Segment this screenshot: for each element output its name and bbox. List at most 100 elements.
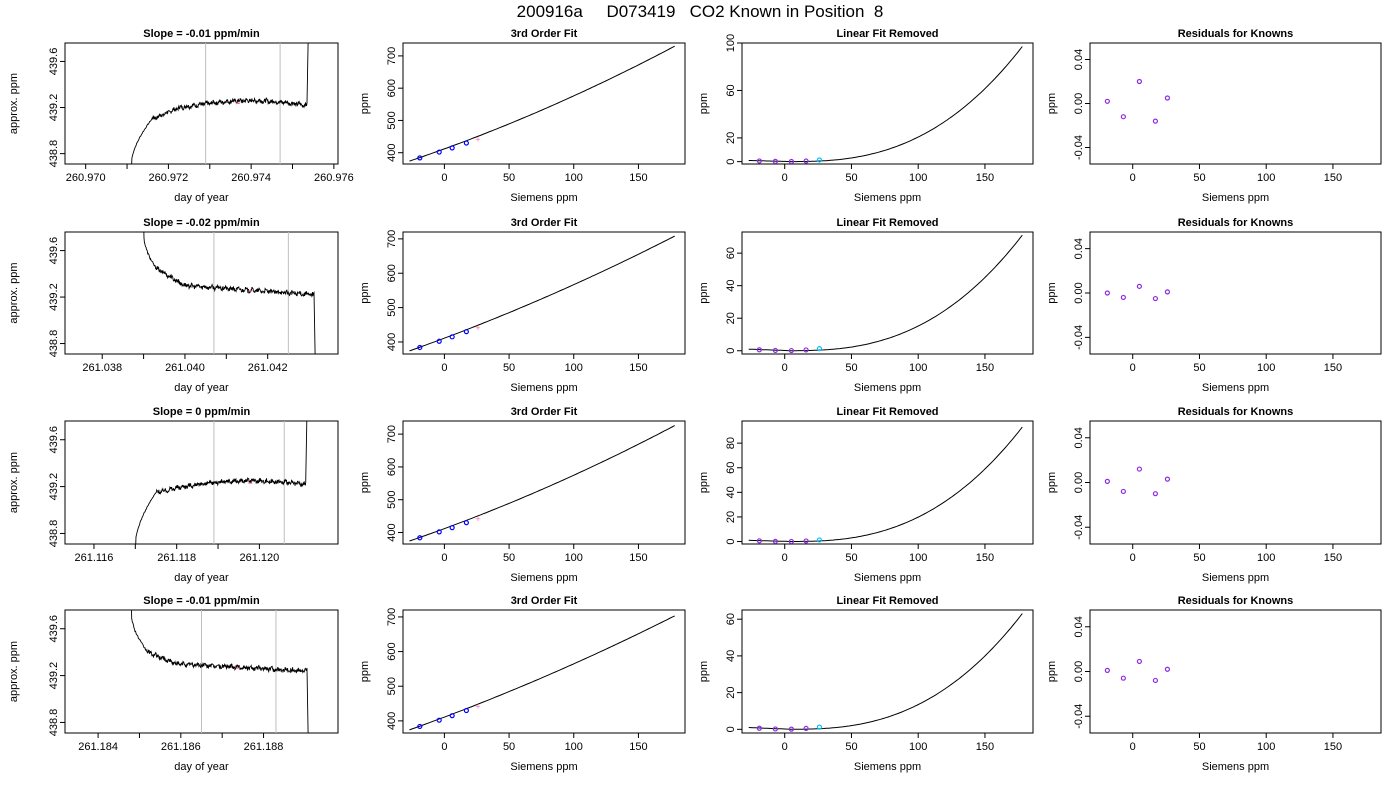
y-tick-label: 600 [386, 642, 398, 660]
x-tick-label: 261.040 [165, 362, 205, 374]
concentration-trace [135, 421, 308, 544]
known-point [417, 723, 423, 730]
plot-area [1104, 78, 1171, 124]
x-axis-label: Siemens ppm [1202, 572, 1269, 584]
fit-curve [409, 615, 675, 731]
x-tick-label: 150 [976, 172, 994, 184]
residual-point [1136, 466, 1142, 472]
panel-4-row-1: Residuals for Knowns 0 50 100 150 -0.04 0.00 0.… [1046, 28, 1382, 204]
known-point [463, 329, 469, 335]
sample-point: + [475, 702, 480, 712]
residual-point [1120, 488, 1126, 495]
y-tick-label: 60 [725, 84, 737, 96]
y-axis-label: ppm [698, 661, 710, 682]
x-tick-label: 0 [441, 362, 447, 374]
residual-point [1104, 478, 1110, 484]
known-point [463, 140, 469, 146]
panel-1-row-4: Slope = -0.01 ppm/min 261.184 261.186 261.1… [8, 595, 339, 773]
y-tick-label: 20 [725, 511, 737, 523]
x-tick-label: 0 [441, 741, 447, 753]
residual-point [1152, 118, 1159, 124]
x-tick-label: 50 [503, 741, 515, 753]
residual-point [1136, 658, 1142, 665]
y-tick-label: 400 [386, 144, 398, 162]
x-tick-label: 100 [565, 741, 583, 753]
panel-title: Linear Fit Removed [836, 406, 938, 418]
plot-area [1104, 466, 1171, 497]
x-tick-label: 261.120 [240, 552, 280, 564]
panel-2-row-4: 3rd Order Fit 0 50 100 150 400 500 600 700 Siemen… [359, 595, 686, 773]
y-axis-label: ppm [359, 661, 371, 682]
sample-point [816, 537, 823, 543]
x-axis-label: Siemens ppm [1202, 761, 1269, 773]
y-tick-label: 60 [725, 462, 737, 474]
residual-point [1136, 78, 1142, 85]
plot-frame [741, 231, 1034, 355]
x-axis-label: Siemens ppm [1202, 382, 1269, 394]
sample-point: + [475, 134, 480, 144]
x-axis-label: Siemens ppm [854, 382, 921, 394]
x-axis-label: Siemens ppm [510, 761, 577, 773]
known-point [772, 347, 778, 354]
x-axis-label: day of year [174, 382, 229, 394]
x-tick-label: 50 [1193, 362, 1205, 374]
x-tick-label: 261.118 [157, 552, 196, 564]
plot-area: + [409, 425, 675, 542]
plot-area [748, 426, 1023, 544]
known-point [788, 158, 794, 164]
residual-point [1136, 283, 1142, 289]
y-tick-label: -0.04 [1073, 325, 1085, 350]
known-point [756, 725, 762, 731]
panel-title: Residuals for Knowns [1178, 217, 1294, 229]
x-tick-label: 0 [782, 362, 788, 374]
known-point [772, 538, 778, 544]
x-tick-label: 0 [782, 552, 788, 564]
y-tick-label: -0.04 [1073, 704, 1085, 729]
residual-point [1164, 476, 1171, 482]
plot-frame [741, 609, 1034, 734]
sample-point [816, 724, 823, 730]
residual-curve [748, 426, 1023, 542]
plot-frame [1089, 42, 1382, 165]
panel-title: 3rd Order Fit [511, 595, 578, 607]
panel-2-row-3: 3rd Order Fit 0 50 100 150 400 500 600 700 Siemen… [359, 406, 686, 584]
x-tick-label: 100 [909, 741, 927, 753]
y-tick-label: 438.8 [48, 520, 60, 548]
x-axis-label: day of year [174, 761, 229, 773]
figure-title: 200916a D073419 CO2 Known in Position 8 [516, 2, 884, 21]
panel-3-row-4: Linear Fit Removed 0 50 100 150 0 20 40 60 Siemen… [698, 595, 1034, 773]
concentration-trace [143, 232, 316, 354]
y-tick-label: 600 [386, 458, 398, 476]
y-tick-label: 439.6 [48, 426, 60, 454]
panel-3-row-2: Linear Fit Removed 0 50 100 150 0 20 40 60 Siemen… [698, 217, 1034, 394]
x-tick-label: 100 [909, 172, 927, 184]
plot-frame [1089, 231, 1382, 355]
sample-point [816, 157, 823, 163]
x-tick-label: 261.184 [78, 741, 118, 753]
x-tick-label: 0 [1130, 552, 1136, 564]
y-tick-label: -0.04 [1073, 135, 1085, 160]
y-tick-label: 439.6 [48, 615, 60, 643]
plot-frame [741, 42, 1034, 165]
y-tick-label: 700 [386, 230, 398, 248]
known-point [436, 529, 442, 535]
x-axis-label: Siemens ppm [854, 572, 921, 584]
x-tick-label: 261.116 [74, 552, 113, 564]
x-tick-label: 260.976 [314, 172, 354, 184]
fit-curve [409, 425, 675, 542]
y-tick-label: 700 [386, 425, 398, 443]
plot-area [1104, 283, 1171, 302]
plot-area [135, 421, 308, 544]
x-tick-label: 261.186 [161, 741, 201, 753]
x-tick-label: 150 [629, 552, 647, 564]
x-tick-label: 0 [782, 172, 788, 184]
y-tick-label: 20 [725, 132, 737, 144]
plot-area [143, 232, 316, 354]
known-point [463, 707, 469, 714]
x-axis-label: Siemens ppm [1202, 192, 1269, 204]
x-axis-label: Siemens ppm [854, 761, 921, 773]
y-axis-label: approx. ppm [8, 73, 20, 134]
y-tick-label: 500 [386, 298, 398, 316]
residual-point [1164, 666, 1171, 672]
x-tick-label: 100 [909, 552, 927, 564]
